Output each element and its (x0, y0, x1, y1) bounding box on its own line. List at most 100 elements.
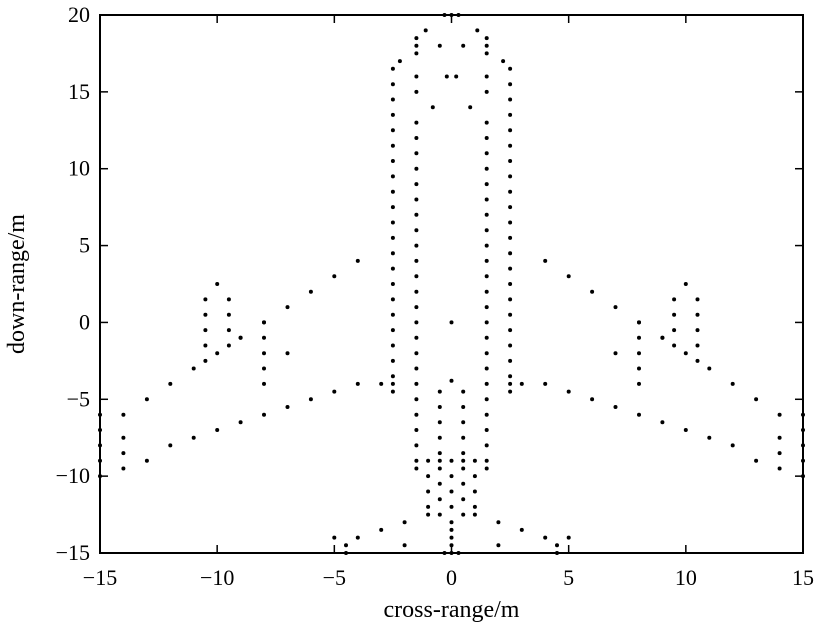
scatter-point (215, 428, 220, 432)
scatter-point (444, 74, 449, 79)
scatter-point (449, 551, 454, 555)
y-tick-label: −10 (56, 463, 90, 488)
scatter-point (449, 474, 454, 479)
x-tick-label: 15 (792, 565, 814, 590)
scatter-point (414, 320, 419, 325)
scatter-point (590, 289, 595, 294)
scatter-point (121, 451, 126, 456)
scatter-point (332, 535, 337, 540)
scatter-point (423, 28, 428, 33)
scatter-point (637, 335, 641, 340)
scatter-point (414, 289, 419, 294)
scatter-point (508, 159, 513, 163)
plot-frame (99, 14, 804, 554)
scatter-point (672, 328, 677, 333)
scatter-point (121, 435, 126, 440)
scatter-point (437, 512, 442, 517)
scatter-point (397, 59, 402, 64)
scatter-point (414, 397, 419, 402)
x-tick-label: 0 (446, 565, 457, 590)
scatter-point (777, 412, 782, 417)
scatter-point (777, 451, 782, 456)
scatter-point (414, 412, 419, 417)
scatter-point (390, 266, 395, 271)
scatter-point (484, 458, 489, 463)
scatter-point (484, 182, 489, 187)
scatter-point (508, 143, 513, 148)
scatter-point (449, 489, 454, 494)
scatter-point (390, 128, 395, 133)
y-tick-label: 5 (79, 233, 90, 258)
scatter-point (508, 128, 513, 133)
scatter-point (426, 489, 431, 494)
scatter-point (402, 520, 407, 525)
scatter-point (484, 381, 489, 386)
scatter-point (730, 381, 735, 386)
scatter-point (98, 412, 102, 417)
scatter-point (426, 504, 431, 509)
scatter-point (390, 82, 395, 87)
scatter-point (168, 381, 173, 386)
scatter-point (660, 335, 665, 340)
scatter-point (390, 66, 395, 71)
scatter-point (449, 543, 454, 548)
x-tick-label: 10 (675, 565, 697, 590)
scatter-point (672, 297, 677, 302)
scatter-point (672, 312, 677, 317)
scatter-point (414, 366, 419, 371)
scatter-point (484, 258, 489, 263)
scatter-point (484, 151, 489, 156)
scatter-point (414, 51, 419, 56)
scatter-point (238, 420, 243, 425)
y-tick-label: 0 (79, 309, 90, 334)
scatter-point (121, 412, 126, 417)
scatter-point (449, 520, 454, 525)
scatter-point (695, 312, 700, 317)
scatter-point (508, 205, 513, 210)
scatter-point (238, 335, 243, 340)
x-tick-label: −10 (200, 565, 234, 590)
scatter-point (332, 389, 337, 394)
scatter-point (543, 258, 548, 263)
scatter-point (390, 282, 395, 286)
scatter-point (519, 381, 524, 386)
scatter-point (390, 174, 395, 179)
scatter-point (414, 74, 419, 79)
scatter-point (484, 120, 489, 125)
scatter-point (414, 166, 419, 171)
scatter-point (226, 328, 231, 333)
scatter-point (226, 343, 231, 348)
scatter-point (472, 512, 477, 517)
scatter-point (484, 243, 489, 248)
scatter-point (191, 435, 196, 440)
scatter-point (390, 389, 395, 394)
y-tick-label: −15 (56, 540, 90, 565)
scatter-point (414, 182, 419, 187)
scatter-point (508, 389, 513, 394)
scatter-point (683, 428, 688, 432)
scatter-point (730, 443, 735, 448)
scatter-point (484, 74, 489, 79)
scatter-point (390, 381, 395, 386)
scatter-point (390, 297, 395, 302)
scatter-point (508, 235, 513, 240)
scatter-point (508, 312, 513, 317)
scatter-point (390, 189, 395, 194)
scatter-point (484, 166, 489, 171)
scatter-point (461, 43, 466, 48)
scatter-point (414, 228, 419, 233)
scatter-point (414, 151, 419, 156)
scatter-point (683, 282, 688, 286)
scatter-point (555, 551, 559, 555)
scatter-point (496, 543, 501, 548)
scatter-point (414, 120, 419, 125)
scatter-point (508, 82, 513, 87)
scatter-point (285, 405, 290, 409)
scatter-point (672, 343, 677, 348)
scatter-point (414, 466, 419, 471)
y-tick-label: 20 (68, 2, 90, 27)
scatter-point (414, 89, 419, 94)
scatter-point (449, 378, 454, 383)
scatter-point (461, 389, 466, 394)
scatter-point (543, 381, 548, 386)
